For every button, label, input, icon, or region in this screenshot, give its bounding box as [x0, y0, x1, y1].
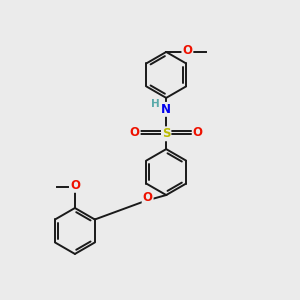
Text: O: O	[193, 126, 203, 139]
Text: O: O	[142, 191, 153, 204]
Text: H: H	[151, 99, 159, 109]
Text: S: S	[162, 127, 170, 140]
Text: N: N	[161, 103, 171, 116]
Text: O: O	[182, 44, 192, 57]
Text: O: O	[130, 126, 140, 139]
Text: O: O	[70, 179, 80, 192]
